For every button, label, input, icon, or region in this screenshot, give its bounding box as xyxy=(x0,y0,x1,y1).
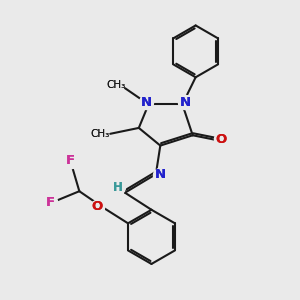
Text: N: N xyxy=(141,95,152,109)
Text: H: H xyxy=(113,181,122,194)
Text: F: F xyxy=(66,154,75,167)
Text: N: N xyxy=(180,95,191,109)
Text: N: N xyxy=(141,95,152,109)
Text: F: F xyxy=(45,196,55,208)
Text: CH₃: CH₃ xyxy=(90,129,110,140)
Text: CH₃: CH₃ xyxy=(106,80,125,90)
Text: O: O xyxy=(216,133,227,146)
Text: H: H xyxy=(113,181,122,194)
Text: N: N xyxy=(180,95,191,109)
Text: CH₃: CH₃ xyxy=(90,129,110,140)
Text: F: F xyxy=(66,154,75,167)
Text: O: O xyxy=(92,200,103,213)
Text: N: N xyxy=(155,168,166,181)
Text: O: O xyxy=(92,200,103,213)
Text: N: N xyxy=(155,168,166,181)
Text: CH₃: CH₃ xyxy=(106,80,125,90)
Text: F: F xyxy=(45,196,55,208)
Text: O: O xyxy=(216,133,227,146)
